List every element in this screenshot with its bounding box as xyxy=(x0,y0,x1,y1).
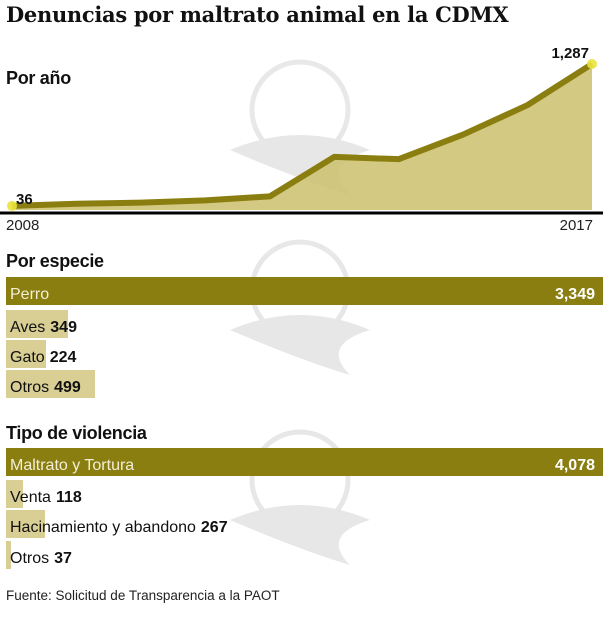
category-label: Maltrato y Tortura xyxy=(10,457,135,474)
bar-aves xyxy=(6,310,69,338)
category-label: Venta xyxy=(10,489,51,506)
value-label: 37 xyxy=(54,550,72,567)
bar-venta xyxy=(6,480,24,508)
bar-label-row: Gato 224 xyxy=(10,348,76,368)
value-label: 4,078 xyxy=(554,457,595,474)
bar-label-row: Venta 118 xyxy=(10,488,82,508)
bar-maltrato-y-tortura xyxy=(6,448,603,476)
area-fill xyxy=(12,64,592,210)
bar-label-row: Hacinamiento y abandono 267 xyxy=(10,518,228,538)
watermark-eagle-icon xyxy=(230,429,370,565)
violence-chart-title: Tipo de violencia xyxy=(6,423,147,443)
source-note: Fuente: Solicitud de Transparencia a la … xyxy=(6,588,280,603)
bar-label-row: Otros 499 xyxy=(10,378,81,398)
series-line xyxy=(11,61,594,209)
data-point-2017 xyxy=(587,59,597,69)
category-label: Perro xyxy=(10,286,50,303)
chart-title: Denuncias por maltrato animal en la CDMX xyxy=(6,2,509,27)
bar-otros xyxy=(6,541,12,569)
category-label: Aves xyxy=(10,319,46,336)
bar-otros xyxy=(6,370,95,398)
yearly-area-chart xyxy=(0,59,603,215)
x-tick-2017: 2017 xyxy=(559,217,593,234)
category-label: Gato xyxy=(10,349,45,366)
species-chart-title: Por especie xyxy=(6,251,104,271)
bar-label-row: Otros 37 xyxy=(10,549,72,569)
value-label: 499 xyxy=(54,379,81,396)
bar-hacinamiento-y-abandono xyxy=(6,510,46,538)
bar-label-row: Aves 349 xyxy=(10,318,77,338)
data-point-2008 xyxy=(7,200,17,211)
bar-perro xyxy=(6,277,603,305)
category-label: Otros xyxy=(10,379,50,396)
data-label-first: 36 xyxy=(16,191,33,208)
bar-label-row: Perro 3,349 xyxy=(10,285,603,305)
watermark-eagle-icon xyxy=(230,239,370,375)
value-label: 349 xyxy=(50,319,77,336)
bar-gato xyxy=(6,340,46,368)
category-label: Otros xyxy=(10,550,50,567)
data-label-last: 1,287 xyxy=(551,45,589,62)
value-label: 118 xyxy=(55,489,82,506)
value-label: 224 xyxy=(49,349,77,366)
yearly-chart-title: Por año xyxy=(6,68,71,88)
value-label: 267 xyxy=(200,519,228,536)
category-label: Hacinamiento y abandono xyxy=(10,519,196,536)
value-label: 3,349 xyxy=(554,286,595,303)
x-tick-2008: 2008 xyxy=(6,217,40,234)
bar-label-row: Maltrato y Tortura 4,078 xyxy=(10,456,603,476)
